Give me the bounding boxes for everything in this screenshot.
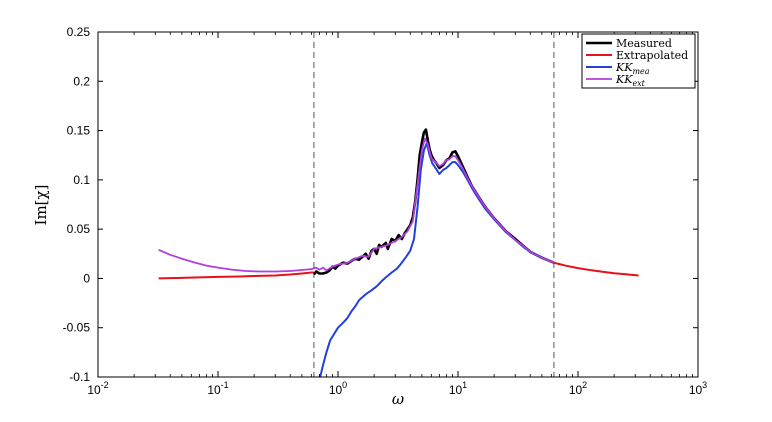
x-tick-label: 103 bbox=[689, 380, 707, 397]
x-tick-label: 10-1 bbox=[207, 380, 228, 397]
vlines-layer bbox=[313, 32, 555, 377]
legend-label-1: Extrapolated bbox=[616, 49, 688, 62]
y-tick-label: 0.15 bbox=[67, 124, 91, 138]
legend-label-0: Measured bbox=[616, 37, 672, 50]
series-line-3 bbox=[158, 137, 555, 273]
ticks-layer: -0.1 -0.05 0 0.05 0.1 0.15 0.2 0.25 10-2 10-1 100 1… bbox=[63, 25, 708, 397]
legend-label-3: KKext bbox=[615, 73, 646, 88]
x-tick-label: 101 bbox=[449, 380, 467, 397]
series-layer bbox=[158, 128, 639, 377]
x-tick-label: 102 bbox=[569, 380, 587, 397]
y-tick-label: 0.2 bbox=[73, 74, 90, 88]
series-line-2 bbox=[319, 142, 555, 377]
plot-frame bbox=[97, 31, 699, 378]
x-tick-label: 10-2 bbox=[87, 380, 108, 397]
y-axis-label: Im[χ] bbox=[32, 185, 50, 226]
y-tick-label: 0 bbox=[83, 271, 90, 285]
x-axis-label: ω bbox=[392, 390, 404, 408]
y-tick-label: -0.1 bbox=[69, 370, 90, 384]
series-line-1 bbox=[158, 261, 639, 280]
y-tick-label: 0.25 bbox=[67, 25, 91, 39]
y-tick-label: 0.05 bbox=[67, 222, 91, 236]
series-line-0 bbox=[312, 128, 555, 276]
x-tick-label: 100 bbox=[329, 380, 347, 397]
y-tick-label: -0.05 bbox=[63, 321, 91, 335]
legend-label-2: KKmea bbox=[615, 61, 650, 76]
y-tick-label: 0.1 bbox=[73, 173, 90, 187]
